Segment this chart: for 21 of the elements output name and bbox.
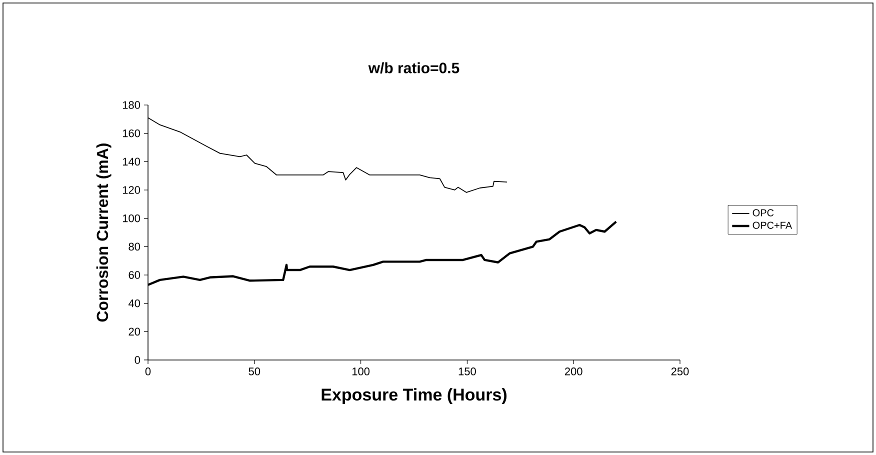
chart-title: w/b ratio=0.5 (368, 62, 460, 74)
y-tick-label: 80 (128, 242, 140, 251)
x-tick-label: 0 (145, 368, 151, 376)
x-tick-label: 150 (458, 368, 476, 376)
y-tick-label: 100 (122, 214, 140, 222)
y-tick-label: 180 (122, 101, 140, 109)
y-tick-label: 40 (128, 299, 140, 308)
y-tick-label: 0 (134, 356, 140, 364)
legend-label: OPC (752, 209, 774, 216)
y-tick-label: 120 (122, 186, 140, 194)
y-tick-label: 140 (122, 158, 140, 166)
y-tick-label: 160 (122, 129, 140, 138)
y-tick-label: 60 (128, 271, 140, 279)
legend-label: OPC+FA (752, 222, 792, 229)
x-axis-title: Exposure Time (Hours) (322, 388, 506, 404)
y-axis-title: Corrosion Current (mA) (96, 144, 112, 322)
x-tick-label: 100 (352, 368, 370, 376)
y-tick-label: 20 (128, 328, 140, 336)
x-tick-label: 200 (564, 368, 582, 376)
x-tick-label: 50 (248, 368, 260, 376)
x-tick-label: 250 (671, 368, 689, 376)
